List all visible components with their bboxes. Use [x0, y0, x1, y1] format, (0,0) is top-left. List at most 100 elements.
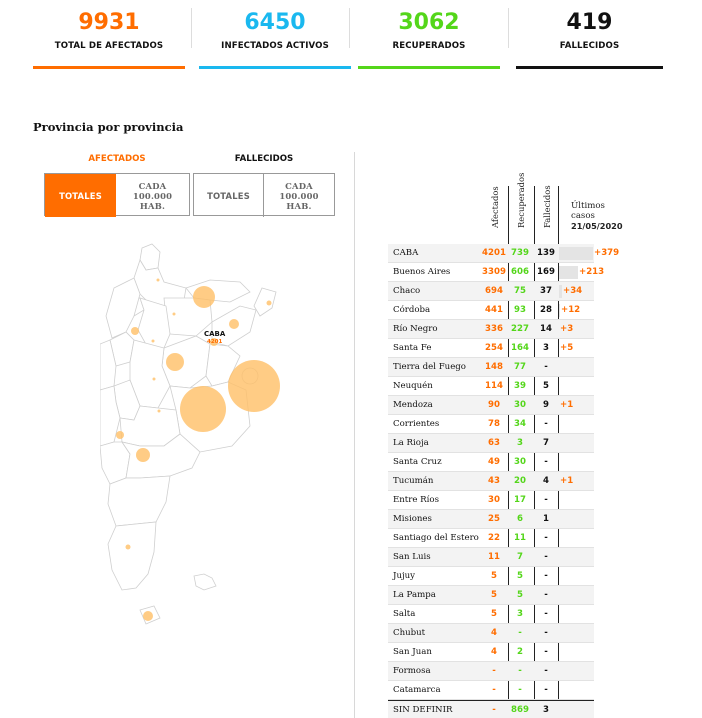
bubble-santa-fe[interactable] — [166, 353, 184, 371]
table-row[interactable]: Salta 5 3 - — [388, 605, 594, 624]
bubble-tierra-del-fuego[interactable] — [143, 611, 153, 621]
bubble-chubut[interactable] — [125, 544, 131, 550]
province-chubut[interactable] — [107, 475, 171, 527]
stat-underline — [33, 66, 185, 69]
province-name: Tierra del Fuego — [393, 362, 466, 372]
table-row[interactable]: Buenos Aires 3309 606 169 +213 — [388, 263, 604, 282]
afectados-value: 5 — [491, 571, 497, 581]
province-santa-cruz[interactable] — [107, 521, 157, 591]
column-divider — [354, 152, 355, 718]
ultimos-value: +12 — [561, 305, 581, 315]
table-row[interactable]: Formosa - - - — [388, 662, 594, 681]
fallecidos-value: - — [544, 628, 548, 638]
bubble-santiago[interactable] — [152, 377, 156, 381]
table-row[interactable]: La Rioja 63 3 7 — [388, 434, 594, 453]
bubble-la-rioja[interactable] — [151, 339, 155, 343]
province-name: Buenos Aires — [393, 267, 451, 277]
fallecidos-value: 7 — [543, 438, 549, 448]
province-name: Río Negro — [393, 324, 438, 334]
stat-divider — [349, 8, 350, 48]
table-row[interactable]: SIN DEFINIR - 869 3 — [388, 700, 594, 718]
table-row[interactable]: Mendoza 90 30 9 +1 — [388, 396, 594, 415]
bubble-misiones[interactable] — [266, 300, 272, 306]
table-row[interactable]: Córdoba 441 93 28 +12 — [388, 301, 594, 320]
afectados-value: 4201 — [482, 248, 506, 258]
bubble-entre-rios[interactable] — [210, 338, 218, 346]
bubble-corrientes[interactable] — [229, 319, 239, 329]
table-row[interactable]: San Juan 4 2 - — [388, 643, 594, 662]
caba-value: 4201 — [207, 339, 222, 345]
button-line: 100.000 — [132, 190, 173, 201]
bubble-caba[interactable] — [228, 360, 280, 412]
bubble-rio-negro-small[interactable] — [157, 409, 161, 413]
fallecidos-value: - — [544, 552, 548, 562]
table-row[interactable]: Tierra del Fuego 148 77 - — [388, 358, 594, 377]
table-row[interactable]: Entre Ríos 30 17 - — [388, 491, 594, 510]
table-row[interactable]: Misiones 25 6 1 — [388, 510, 594, 529]
table-row[interactable]: Corrientes 78 34 - — [388, 415, 594, 434]
fallecidos-per-100k-button[interactable]: CADA 100.000 HAB. — [264, 174, 334, 217]
province-misiones[interactable] — [253, 287, 277, 317]
stat-label: TOTAL DE AFECTADOS — [54, 41, 164, 51]
col-header-text: Fallecidos — [542, 185, 552, 228]
afectados-totales-button[interactable]: TOTALES — [45, 174, 116, 217]
ultimos-bar — [559, 285, 562, 298]
recuperados-value: 227 — [511, 324, 529, 334]
table-row[interactable]: CABA 4201 739 139 +379 — [388, 244, 619, 263]
table-row[interactable]: Santa Cruz 49 30 - — [388, 453, 594, 472]
toggle-heading-afectados: AFECTADOS — [88, 154, 146, 164]
recuperados-value: - — [518, 685, 522, 695]
province-catamarca[interactable] — [105, 277, 141, 339]
recuperados-value: 3 — [517, 438, 523, 448]
afectados-value: 5 — [491, 609, 497, 619]
province-san-juan[interactable] — [100, 339, 117, 391]
province-name: San Juan — [393, 647, 432, 657]
recuperados-value: 11 — [514, 533, 526, 543]
ultimos-value: +3 — [560, 324, 574, 334]
bubble-mendoza[interactable] — [116, 431, 124, 439]
table-row[interactable]: Jujuy 5 5 - — [388, 567, 594, 586]
afectados-value: 254 — [485, 343, 503, 353]
table-row[interactable]: Tucumán 43 20 4 +1 — [388, 472, 594, 491]
province-name: Formosa — [393, 666, 431, 676]
table-row[interactable]: Neuquén 114 39 5 — [388, 377, 594, 396]
recuperados-value: 2 — [517, 647, 523, 657]
recuperados-value: 3 — [517, 609, 523, 619]
stat-label: INFECTADOS ACTIVOS — [221, 41, 329, 51]
province-name: SIN DEFINIR — [393, 705, 453, 715]
province-rio-negro[interactable] — [121, 433, 201, 479]
bubble-buenos-aires[interactable] — [180, 386, 226, 432]
ultimos-date-text: 21/05/2020 — [571, 221, 623, 231]
province-name: Tucumán — [393, 476, 434, 486]
province-name: Santa Cruz — [393, 457, 442, 467]
fallecidos-totales-button[interactable]: TOTALES — [194, 174, 264, 217]
ultimos-line: Últimos — [571, 201, 605, 211]
table-row[interactable]: San Luis 11 7 - — [388, 548, 594, 567]
table-row[interactable]: La Pampa 5 5 - — [388, 586, 594, 605]
fallecidos-value: 3 — [543, 705, 549, 715]
province-name: Catamarca — [393, 685, 441, 695]
caba-label: CABA — [204, 330, 226, 338]
bubble-cordoba[interactable] — [172, 312, 176, 316]
table-row[interactable]: Chubut 4 - - — [388, 624, 594, 643]
button-line: HAB. — [286, 200, 312, 211]
col-header-text: Recuperados — [516, 172, 526, 228]
bubble-tucuman[interactable] — [131, 327, 139, 335]
afectados-value: 78 — [488, 419, 500, 429]
table-row[interactable]: Chaco 694 75 37 +34 — [388, 282, 594, 301]
fallecidos-value: 14 — [540, 324, 552, 334]
table-row[interactable]: Río Negro 336 227 14 +3 — [388, 320, 594, 339]
fallecidos-value: - — [544, 685, 548, 695]
table-row[interactable]: Santa Fe 254 164 3 +5 — [388, 339, 594, 358]
province-neuquen[interactable] — [100, 441, 131, 485]
fallecidos-value: - — [544, 362, 548, 372]
fallecidos-value: - — [544, 590, 548, 600]
bubble-chaco[interactable] — [193, 286, 215, 308]
col-header-recuperados: Recuperados — [515, 173, 529, 228]
table-row[interactable]: Santiago del Estero 22 11 - — [388, 529, 594, 548]
bubble-salta[interactable] — [156, 278, 160, 282]
fallecidos-value: 4 — [543, 476, 549, 486]
afectados-per-100k-button[interactable]: CADA 100.000 HAB. — [116, 174, 189, 217]
table-row[interactable]: Catamarca - - - — [388, 681, 594, 700]
bubble-neuquen[interactable] — [136, 448, 150, 462]
